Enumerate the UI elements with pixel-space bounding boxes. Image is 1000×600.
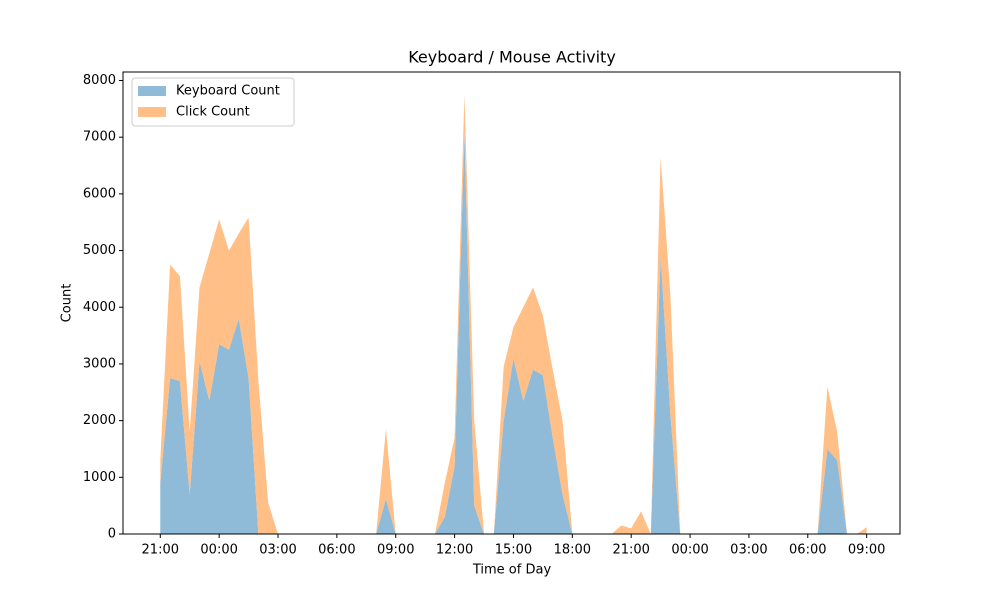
x-tick-label: 00:00 [200,543,237,558]
x-tick-label: 18:00 [554,543,591,558]
y-tick-label: 1000 [83,470,116,485]
y-tick-label: 6000 [83,186,116,201]
legend-swatch [138,86,166,96]
x-tick-label: 12:00 [436,543,473,558]
x-tick-label: 03:00 [730,543,767,558]
y-tick-label: 0 [108,527,116,542]
x-tick-label: 06:00 [789,543,826,558]
legend-swatch [138,107,166,117]
y-tick-label: 3000 [83,356,116,371]
x-tick-label: 15:00 [495,543,532,558]
legend-box [131,77,295,127]
y-tick-label: 5000 [83,243,116,258]
y-tick-label: 4000 [83,300,116,315]
legend-label: Click Count [176,105,250,120]
y-axis-label: Count [60,284,75,323]
legend: Keyboard Count Click Count [131,77,295,127]
x-axis-label: Time of Day [472,563,552,578]
area [160,131,867,534]
y-tick-label: 8000 [83,73,116,88]
chart-title: Keyboard / Mouse Activity [408,48,616,67]
x-tick-label: 00:00 [671,543,708,558]
x-tick-label: 09:00 [848,543,885,558]
x-tick-label: 09:00 [377,543,414,558]
x-tick-label: 03:00 [259,543,296,558]
plot-frame [122,71,901,535]
y-tick-label: 2000 [83,413,116,428]
legend-label: Keyboard Count [176,84,280,99]
x-tick-label: 21:00 [612,543,649,558]
x-tick-label: 06:00 [318,543,355,558]
y-tick-label: 7000 [83,130,116,145]
x-tick-label: 21:00 [142,543,179,558]
